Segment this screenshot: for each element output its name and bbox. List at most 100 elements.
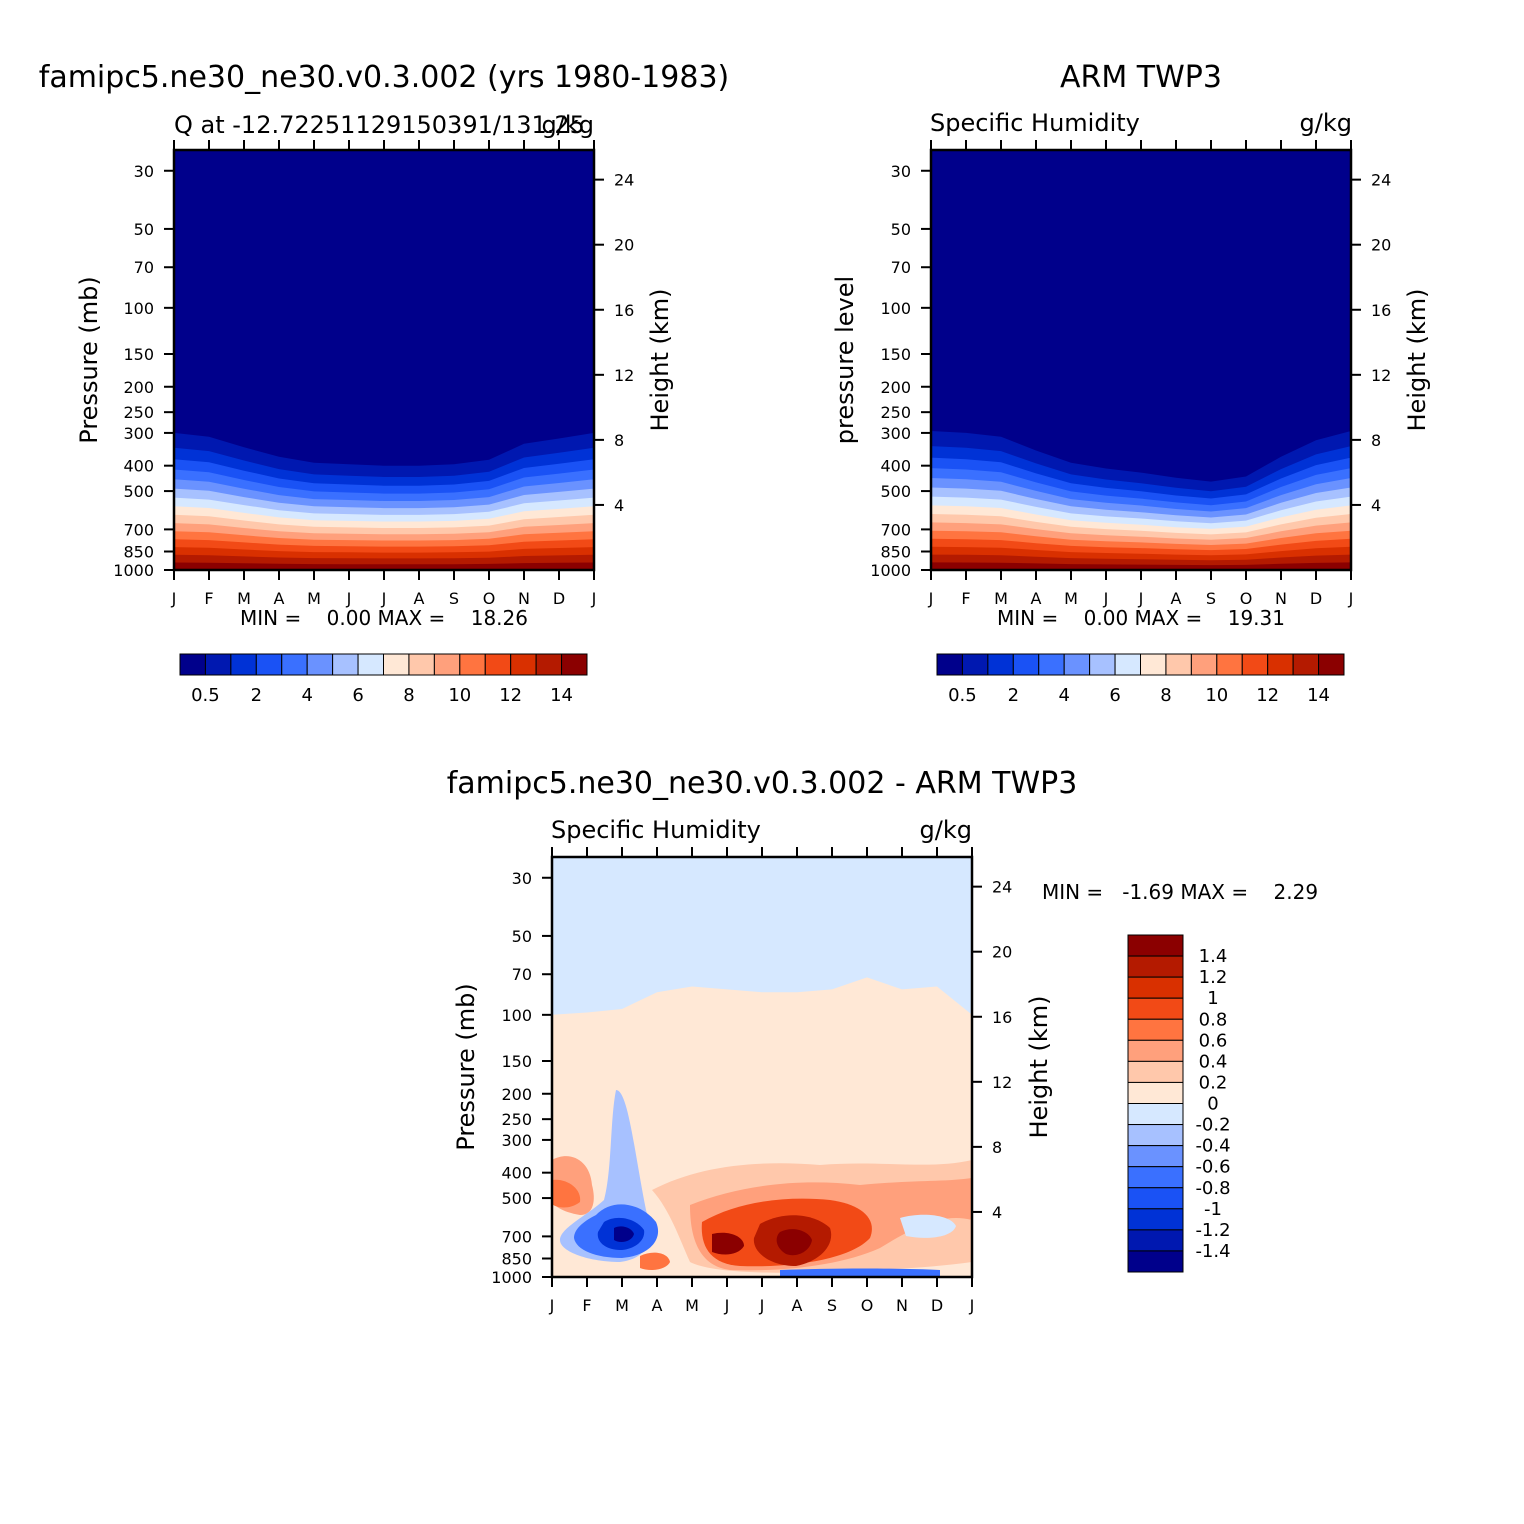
month-tick-label: N <box>896 1296 908 1315</box>
pressure-tick-label: 150 <box>123 345 154 364</box>
pressure-tick-label: 850 <box>123 542 154 561</box>
month-tick-label: J <box>549 1296 555 1315</box>
plot-area <box>172 148 596 572</box>
colorbar-swatch <box>408 653 435 676</box>
colorbar-label: 12 <box>1256 685 1279 706</box>
pressure-tick-label: 200 <box>123 378 154 397</box>
y-axis-label: Pressure (mb) <box>75 276 103 443</box>
colorbar-swatch <box>1114 653 1141 676</box>
plot-area <box>929 148 1353 572</box>
height-tick-label: 16 <box>992 1008 1012 1027</box>
colorbar-swatch <box>459 653 486 676</box>
colorbar-swatch <box>1140 653 1167 676</box>
colorbar-label: 10 <box>1205 685 1228 706</box>
colorbar-swatch <box>255 653 283 676</box>
panel-subtitle-right: g/kg <box>920 816 972 844</box>
month-tick-label: D <box>1310 589 1322 608</box>
colorbar-swatch <box>179 653 206 676</box>
month-tick-label: J <box>969 1296 975 1315</box>
colorbar-label: 0.2 <box>1199 1072 1228 1093</box>
colorbar-swatch <box>961 653 989 676</box>
colorbar-swatch <box>1127 1103 1184 1126</box>
month-tick-label: J <box>724 1296 730 1315</box>
height-tick-label: 16 <box>614 301 634 320</box>
month-tick-label: O <box>483 589 496 608</box>
month-tick-label: M <box>615 1296 629 1315</box>
colorbar-swatch <box>1063 653 1091 676</box>
height-axis: 4 8 12 16 20 24 <box>594 171 634 515</box>
panel-subtitle-left: Specific Humidity <box>930 109 1140 137</box>
pressure-tick-label: 100 <box>880 299 911 318</box>
pressure-tick-label: 250 <box>880 403 911 422</box>
pressure-tick-label: 500 <box>880 482 911 501</box>
colorbar-label: 6 <box>1109 685 1120 706</box>
colorbar-swatch <box>1127 976 1184 999</box>
colorbar-swatch <box>1127 1187 1184 1210</box>
colorbar-label: 8 <box>1160 685 1171 706</box>
colorbar-label: 10 <box>448 685 471 706</box>
month-tick-label: M <box>237 589 251 608</box>
height-tick-label: 24 <box>992 878 1012 897</box>
panel-model: famipc5.ne30_ne30.v0.3.002 (yrs 1980-198… <box>39 60 729 706</box>
colorbar-label: 0.5 <box>948 685 977 706</box>
month-tick-label: O <box>861 1296 874 1315</box>
pressure-tick-label: 50 <box>134 220 154 239</box>
pressure-tick-label: 700 <box>880 520 911 539</box>
positive-anomaly-jun <box>712 1232 744 1255</box>
month-tick-label: D <box>931 1296 943 1315</box>
colorbar-swatch <box>1127 955 1184 978</box>
height-tick-label: 20 <box>614 236 634 255</box>
pressure-tick-label: 850 <box>880 542 911 561</box>
height-tick-label: 4 <box>614 496 624 515</box>
colorbar-label: 0.6 <box>1199 1030 1228 1051</box>
colorbar-label: 14 <box>1307 685 1330 706</box>
min-max-text: MIN = 0.00 MAX = 19.31 <box>997 606 1285 630</box>
month-tick-label: F <box>582 1296 591 1315</box>
colorbar-swatch <box>1267 653 1294 676</box>
panel-difference: famipc5.ne30_ne30.v0.3.002 - ARM TWP3 Sp… <box>447 766 1318 1315</box>
colorbar-swatch <box>1012 653 1040 676</box>
colorbar-label: -0.8 <box>1195 1178 1230 1199</box>
negative-anomaly-surface <box>780 1268 940 1276</box>
month-tick-label: S <box>449 589 459 608</box>
pressure-tick-label: 50 <box>512 927 532 946</box>
pressure-tick-label: 30 <box>891 162 911 181</box>
pressure-tick-label: 70 <box>512 965 532 984</box>
colorbar-label: 8 <box>403 685 414 706</box>
month-tick-label: N <box>1275 589 1287 608</box>
height-tick-label: 20 <box>1371 236 1391 255</box>
colorbar-swatch <box>1127 1018 1184 1041</box>
colorbar-label: 2 <box>1008 685 1019 706</box>
month-tick-label: J <box>591 589 597 608</box>
y-axis-label: Pressure (mb) <box>452 983 480 1150</box>
height-tick-label: 8 <box>614 431 624 450</box>
month-tick-label: A <box>414 589 425 608</box>
height-tick-label: 4 <box>992 1203 1002 1222</box>
pressure-tick-label: 200 <box>501 1085 532 1104</box>
colorbar-label: 1.2 <box>1199 967 1228 988</box>
colorbar-label: 6 <box>352 685 363 706</box>
pressure-tick-label: 150 <box>880 345 911 364</box>
colorbar-swatch <box>383 653 410 676</box>
month-tick-label: J <box>928 589 934 608</box>
colorbar-swatch <box>535 653 563 676</box>
colorbar-label: 0.8 <box>1199 1009 1228 1030</box>
month-tick-label: M <box>994 589 1008 608</box>
negative-anomaly-mar-core <box>614 1226 634 1242</box>
colorbar-swatch <box>1292 653 1320 676</box>
colorbar-swatch <box>561 653 588 676</box>
month-tick-label: O <box>1240 589 1253 608</box>
month-tick-label: A <box>274 589 285 608</box>
panel-title: famipc5.ne30_ne30.v0.3.002 (yrs 1980-198… <box>39 60 729 95</box>
colorbar-swatch <box>1241 653 1269 676</box>
height-tick-label: 12 <box>1371 366 1391 385</box>
pressure-tick-label: 300 <box>501 1131 532 1150</box>
colorbar-label: 0.4 <box>1199 1051 1228 1072</box>
colorbar-label: -1 <box>1204 1199 1222 1220</box>
height-tick-label: 12 <box>992 1073 1012 1092</box>
colorbar-swatch <box>1127 1039 1184 1062</box>
colorbar-label: 1 <box>1207 988 1218 1009</box>
month-tick-label: J <box>759 1296 765 1315</box>
pressure-tick-label: 70 <box>134 258 154 277</box>
